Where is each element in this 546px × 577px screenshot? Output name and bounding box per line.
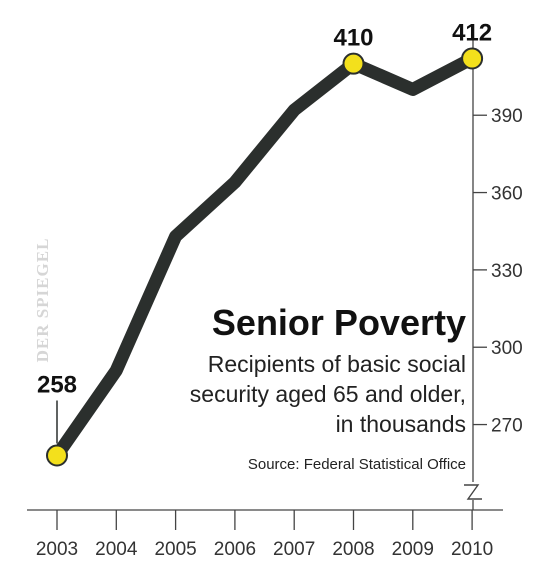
x-tick-label: 2007 [273, 539, 315, 560]
data-label: 410 [333, 25, 373, 52]
x-tick-label: 2004 [95, 539, 138, 560]
y-tick-label: 270 [491, 416, 523, 437]
y-tick-label: 390 [491, 106, 523, 127]
x-tick-label: 2008 [332, 539, 374, 560]
data-point-marker [461, 47, 484, 70]
data-point-marker [46, 444, 68, 467]
axis-break-icon [464, 484, 482, 500]
x-tick-label: 2003 [36, 539, 78, 560]
watermark: DER SPIEGEL [33, 238, 52, 363]
x-tick-label: 2010 [451, 539, 493, 560]
x-tick-label: 2009 [392, 539, 434, 560]
marker-layer [46, 47, 484, 467]
series-line [50, 52, 479, 462]
y-tick-label: 300 [491, 338, 523, 359]
chart-subtitle-line-2: security aged 65 and older, [190, 381, 466, 407]
chart-subtitle-line-1: Recipients of basic social [208, 351, 466, 377]
chart-source: Source: Federal Statistical Office [248, 456, 466, 473]
axis-layer: 2003 2004 2005 2006 2007 2008 2009 2010 270 300 33… [27, 33, 523, 560]
line-layer [50, 52, 479, 462]
text-layer: DER SPIEGEL Senior Poverty Recipients of… [33, 20, 492, 473]
data-point-marker [342, 52, 365, 75]
x-tick-label: 2006 [214, 539, 256, 560]
data-label: 412 [452, 20, 492, 47]
y-tick-label: 360 [491, 184, 523, 205]
chart-title: Senior Poverty [212, 302, 466, 343]
chart-subtitle-line-3: in thousands [336, 411, 466, 437]
y-tick-label: 330 [491, 261, 523, 282]
x-tick-label: 2005 [154, 539, 196, 560]
data-label: 258 [37, 371, 77, 398]
